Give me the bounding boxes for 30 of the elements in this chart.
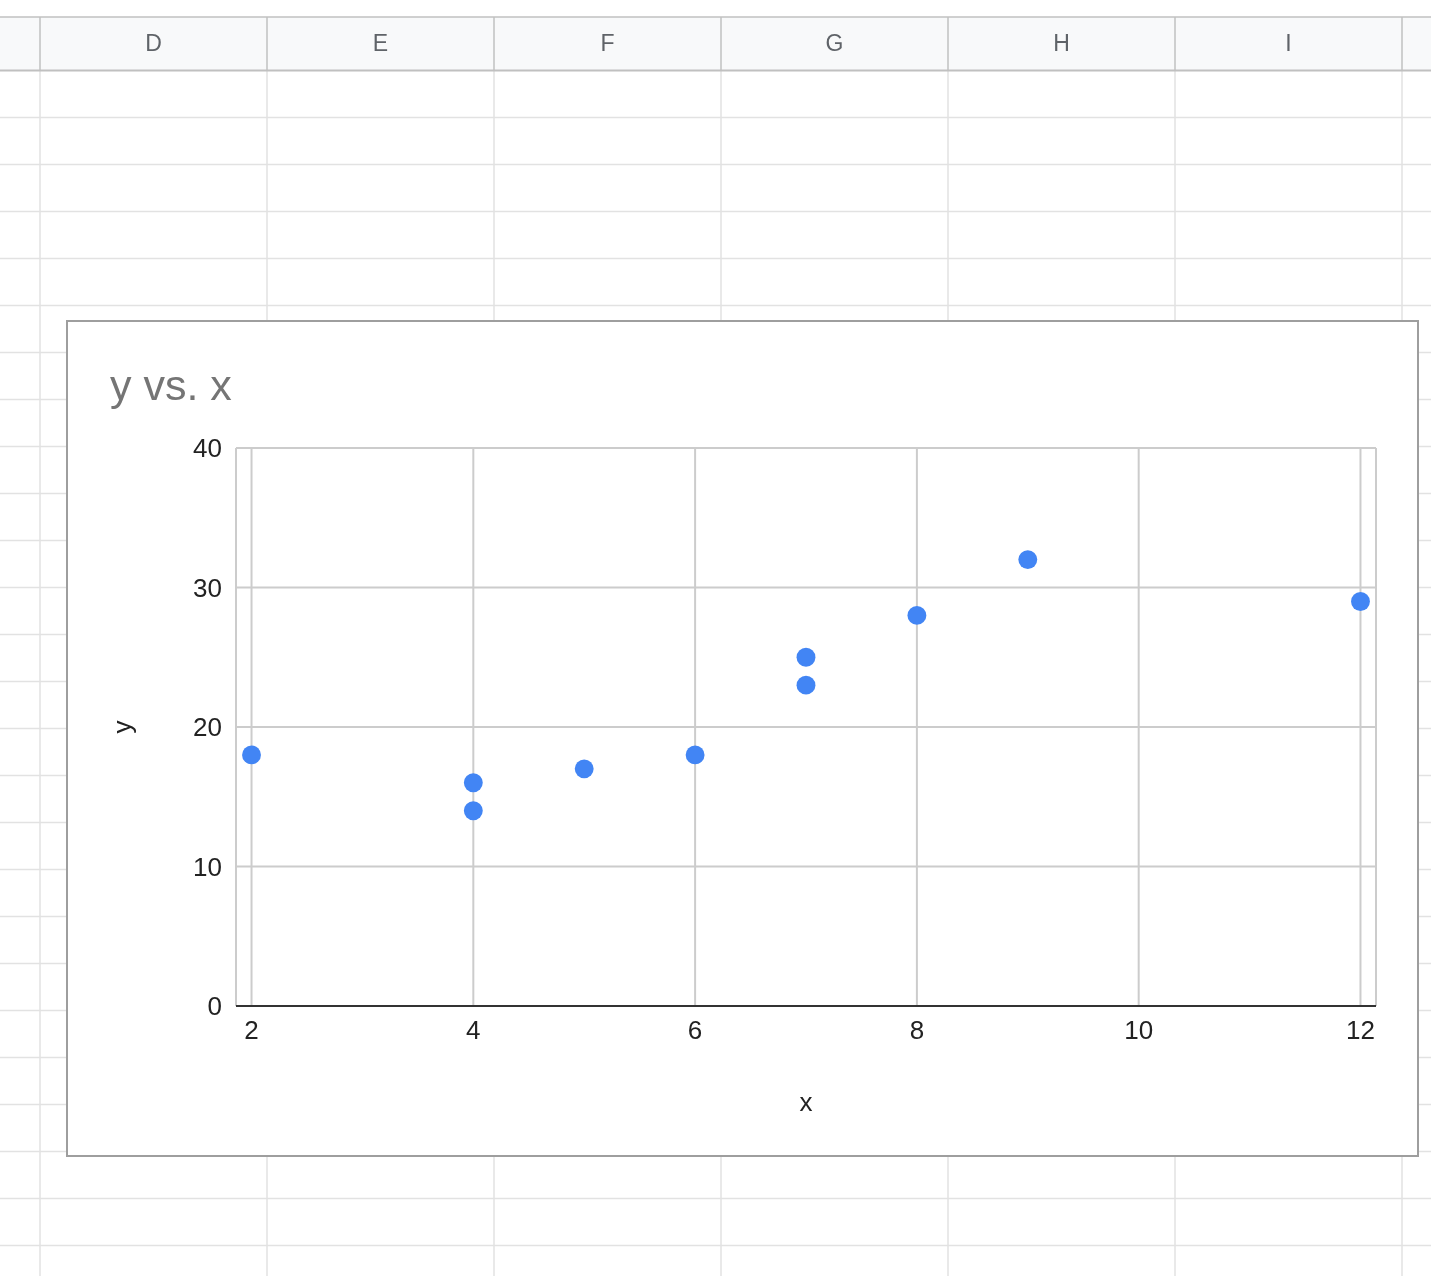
- x-tick-label: 10: [1124, 1015, 1154, 1046]
- point: [463, 773, 483, 793]
- point: [796, 647, 816, 667]
- text: D: [145, 30, 162, 58]
- x-tick-label: 8: [909, 1015, 925, 1046]
- point: [1351, 592, 1370, 611]
- point: [463, 801, 483, 821]
- x-tick-label: 4: [466, 1015, 481, 1046]
- point: [796, 675, 816, 695]
- text: F: [600, 30, 615, 58]
- chart-title: y vs. x: [110, 361, 232, 409]
- y-axis-title: y: [107, 720, 137, 734]
- y-tick-label: 20: [193, 712, 222, 743]
- y-tick-label: 10: [193, 851, 222, 882]
- text: H: [1053, 30, 1070, 58]
- point: [1018, 550, 1038, 570]
- text: I: [1285, 30, 1292, 58]
- point: [907, 605, 927, 625]
- point: [574, 759, 594, 779]
- x-tick-label: 2: [244, 1015, 259, 1046]
- y-tick-label: 30: [193, 572, 222, 603]
- x-axis-title: x: [799, 1087, 813, 1117]
- point: [242, 745, 261, 765]
- y-tick-label: 0: [207, 991, 222, 1022]
- x-tick-label: 12: [1346, 1015, 1375, 1046]
- text: E: [372, 30, 389, 58]
- x-tick-label: 6: [687, 1015, 703, 1046]
- point: [685, 745, 705, 765]
- y-tick-label: 40: [193, 433, 222, 464]
- text: G: [825, 30, 844, 58]
